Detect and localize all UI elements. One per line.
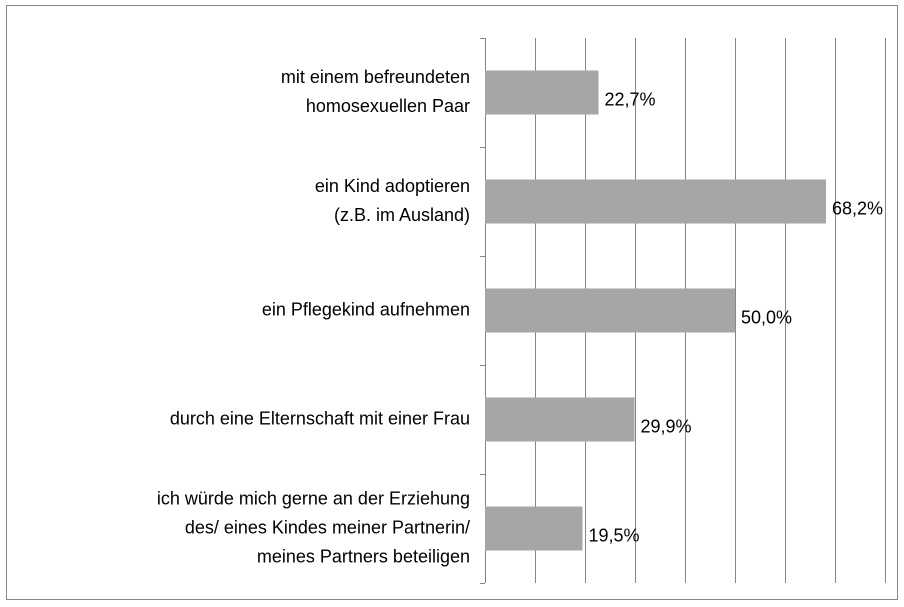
value-label: 22,7% (605, 89, 656, 109)
category-label: durch eine Elternschaft mit einer Frau (170, 408, 470, 428)
category-label-line: mit einem befreundeten (281, 67, 470, 87)
value-label: 68,2% (832, 198, 883, 218)
category-label-line: durch eine Elternschaft mit einer Frau (170, 408, 470, 428)
value-label: 50,0% (741, 307, 792, 327)
category-label-line: ein Kind adoptieren (315, 176, 470, 196)
bar (485, 70, 599, 115)
category-label-line: meines Partners beteiligen (257, 546, 470, 566)
category-label-line: homosexuellen Paar (306, 96, 470, 116)
bar (485, 506, 583, 551)
chart-border (6, 5, 898, 600)
value-label: 19,5% (589, 525, 640, 545)
category-label: ein Pflegekind aufnehmen (262, 299, 470, 319)
bar (485, 288, 735, 333)
value-label: 29,9% (641, 416, 692, 436)
bar (485, 179, 826, 224)
bar (485, 397, 635, 442)
category-label-line: (z.B. im Ausland) (334, 205, 470, 225)
category-label: mit einem befreundeten homosexuellen Paar (281, 67, 470, 116)
category-label: ein Kind adoptieren (z.B. im Ausland) (315, 176, 470, 225)
category-label-line: des/ eines Kindes meiner Partnerin/ (185, 517, 470, 537)
category-label-line: ein Pflegekind aufnehmen (262, 299, 470, 319)
category-label: ich würde mich gerne an der Erziehung des… (157, 488, 470, 566)
category-label-line: ich würde mich gerne an der Erziehung (157, 488, 470, 508)
